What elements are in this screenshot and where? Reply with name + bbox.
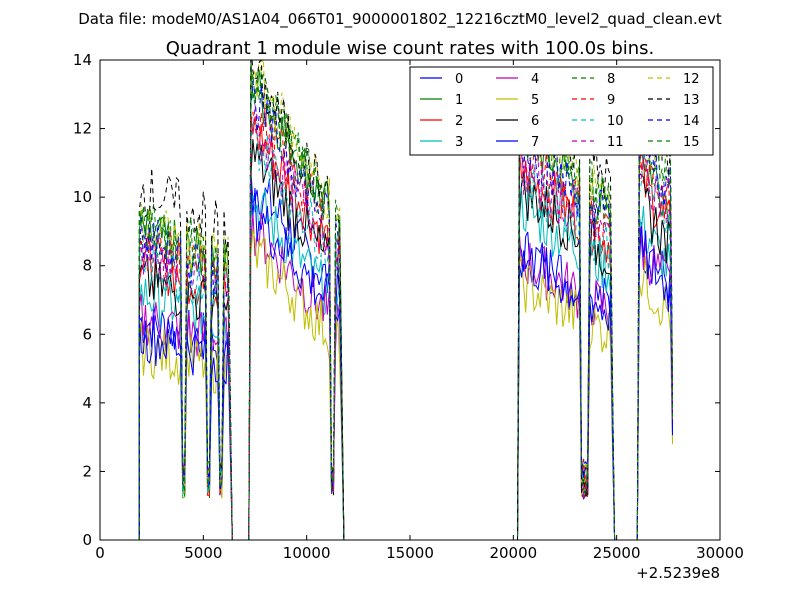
legend-label-6: 6 bbox=[531, 114, 539, 129]
x-offset-label: +2.5239e8 bbox=[636, 564, 720, 582]
legend-label-10: 10 bbox=[607, 114, 624, 129]
figure-suptitle: Data file: modeM0/AS1A04_066T01_90000018… bbox=[78, 10, 722, 29]
x-tick-label: 30000 bbox=[696, 544, 744, 562]
series-layer bbox=[138, 60, 673, 540]
series-line-9 bbox=[138, 103, 673, 540]
legend-label-12: 12 bbox=[683, 72, 700, 87]
x-tick-label: 25000 bbox=[593, 544, 641, 562]
x-tick-label: 20000 bbox=[489, 544, 537, 562]
x-tick-label: 15000 bbox=[386, 544, 434, 562]
y-tick-label: 4 bbox=[82, 394, 92, 412]
x-tick-label: 5000 bbox=[184, 544, 222, 562]
y-tick-label: 14 bbox=[73, 51, 92, 69]
legend-label-5: 5 bbox=[531, 93, 539, 108]
axis-ticks: 0 5000 10000 15000 20000 25000 300000246810121… bbox=[73, 51, 744, 562]
legend-label-2: 2 bbox=[455, 114, 463, 129]
legend-label-4: 4 bbox=[531, 72, 539, 87]
legend-label-13: 13 bbox=[683, 93, 700, 108]
legend-label-7: 7 bbox=[531, 135, 539, 150]
series-line-7 bbox=[138, 183, 673, 540]
y-tick-label: 10 bbox=[73, 188, 92, 206]
legend-label-11: 11 bbox=[607, 135, 624, 150]
legend-label-15: 15 bbox=[683, 135, 700, 150]
series-line-11 bbox=[138, 105, 673, 540]
legend-label-1: 1 bbox=[455, 93, 463, 108]
legend-label-9: 9 bbox=[607, 93, 615, 108]
y-tick-label: 8 bbox=[82, 257, 92, 275]
legend-box bbox=[409, 66, 714, 156]
x-tick-label: 10000 bbox=[283, 544, 331, 562]
legend-label-3: 3 bbox=[455, 135, 463, 150]
legend-label-0: 0 bbox=[455, 72, 463, 87]
y-tick-label: 0 bbox=[82, 531, 92, 549]
y-tick-label: 6 bbox=[82, 325, 92, 343]
y-tick-label: 12 bbox=[73, 120, 92, 138]
series-line-0 bbox=[138, 170, 673, 540]
series-line-14 bbox=[138, 81, 673, 540]
legend-label-8: 8 bbox=[607, 72, 615, 87]
chart-title: Quadrant 1 module wise count rates with … bbox=[166, 38, 655, 59]
legend-label-14: 14 bbox=[683, 114, 700, 129]
series-line-8 bbox=[138, 71, 673, 540]
y-tick-label: 2 bbox=[82, 462, 92, 480]
x-tick-label: 0 bbox=[95, 544, 105, 562]
series-line-12 bbox=[138, 60, 673, 540]
